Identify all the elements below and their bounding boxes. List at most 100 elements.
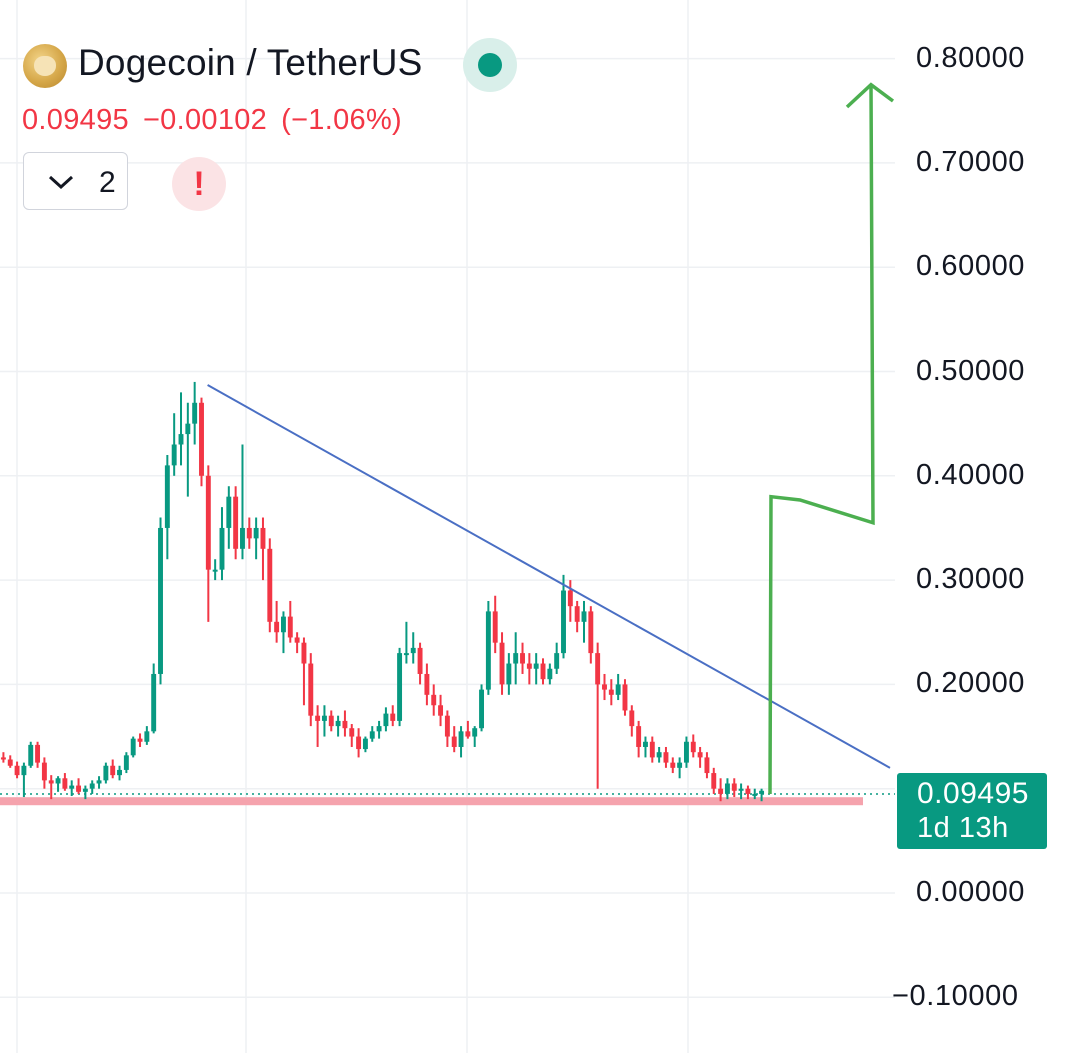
candle bbox=[465, 720, 471, 739]
candle-body bbox=[554, 653, 560, 669]
candle-body bbox=[390, 713, 396, 721]
candle-body bbox=[663, 752, 669, 763]
candle bbox=[212, 559, 218, 581]
candle bbox=[588, 606, 594, 664]
market-open-dot-icon[interactable] bbox=[478, 53, 502, 77]
candle-body bbox=[649, 741, 655, 758]
candle-body bbox=[567, 590, 573, 607]
candle-body bbox=[82, 788, 88, 792]
support-line[interactable] bbox=[0, 793, 895, 806]
candle bbox=[731, 778, 737, 798]
candle bbox=[260, 517, 266, 581]
candle bbox=[417, 642, 423, 685]
candle-body bbox=[622, 684, 628, 711]
candle-body bbox=[123, 755, 129, 770]
dogecoin-logo-icon bbox=[23, 44, 67, 88]
candle-body bbox=[14, 765, 20, 776]
candle bbox=[103, 762, 109, 784]
candle-body bbox=[711, 773, 717, 789]
projection-arrow[interactable] bbox=[768, 82, 895, 794]
candle-body bbox=[683, 741, 689, 763]
candle bbox=[711, 767, 717, 794]
candle-body bbox=[0, 757, 6, 760]
support-band bbox=[0, 797, 863, 806]
candle-body bbox=[362, 738, 368, 750]
exclamation-icon[interactable]: ! bbox=[172, 157, 226, 211]
candle-body bbox=[615, 684, 621, 695]
candle-body bbox=[438, 705, 444, 716]
candle bbox=[649, 736, 655, 763]
candle bbox=[82, 785, 88, 800]
candle bbox=[540, 658, 546, 685]
candle bbox=[151, 663, 157, 734]
candles bbox=[0, 381, 765, 802]
candle bbox=[7, 755, 13, 768]
candle-body bbox=[281, 616, 286, 633]
candle-body bbox=[629, 710, 635, 727]
candle bbox=[294, 632, 300, 654]
candle-body bbox=[342, 720, 348, 729]
badge-price: 0.09495 bbox=[917, 777, 1029, 810]
candle bbox=[663, 746, 669, 768]
candle-body bbox=[328, 715, 334, 727]
candle bbox=[164, 454, 170, 560]
candle bbox=[233, 486, 239, 560]
candle-body bbox=[89, 783, 95, 789]
candle bbox=[485, 600, 491, 695]
candle bbox=[513, 632, 519, 685]
candle bbox=[581, 600, 587, 643]
candle-body bbox=[369, 731, 375, 739]
candle-body bbox=[506, 663, 512, 685]
candle-body bbox=[260, 527, 266, 549]
indicator-count: 2 bbox=[99, 166, 116, 199]
candle-body bbox=[451, 736, 457, 747]
y-tick-label: 0.00000 bbox=[916, 876, 1026, 908]
candle-body bbox=[212, 569, 218, 572]
descending-trendline[interactable] bbox=[207, 384, 891, 769]
candle bbox=[745, 785, 751, 800]
candle-body bbox=[240, 527, 245, 549]
candle-body bbox=[458, 731, 464, 747]
candle-body bbox=[21, 765, 27, 776]
candle bbox=[602, 673, 607, 701]
y-tick-label: 0.50000 bbox=[916, 354, 1026, 387]
candle bbox=[636, 720, 642, 758]
candle-body bbox=[267, 548, 273, 622]
candle bbox=[451, 726, 457, 753]
candle bbox=[130, 736, 136, 758]
price-change-line: 0.09495 −0.00102 (−1.06%) bbox=[22, 104, 416, 137]
candle bbox=[390, 705, 396, 727]
candle bbox=[267, 538, 273, 633]
candle-body bbox=[294, 637, 300, 643]
candle-body bbox=[588, 611, 594, 654]
candle-body bbox=[171, 444, 177, 466]
candle bbox=[96, 776, 102, 789]
candle bbox=[629, 705, 635, 737]
candle-body bbox=[35, 744, 41, 763]
candle bbox=[356, 728, 362, 758]
candle-body bbox=[321, 715, 327, 721]
candle bbox=[240, 444, 245, 560]
candle-body bbox=[704, 757, 710, 774]
candle bbox=[656, 746, 662, 763]
candle-body bbox=[656, 752, 662, 758]
candle-body bbox=[144, 731, 150, 742]
candle-body bbox=[137, 738, 143, 742]
indicators-toggle-button[interactable]: 2 bbox=[23, 152, 128, 210]
candle bbox=[62, 773, 68, 791]
chart-grid bbox=[0, 0, 895, 1053]
candle-body bbox=[62, 778, 68, 789]
candle bbox=[383, 707, 389, 732]
candle bbox=[199, 397, 204, 487]
candle bbox=[362, 736, 368, 753]
candle bbox=[697, 746, 703, 768]
candle bbox=[205, 465, 211, 622]
candle-body bbox=[397, 653, 403, 721]
candle-body bbox=[677, 762, 683, 768]
candle-body bbox=[117, 769, 122, 776]
candle bbox=[670, 757, 676, 774]
symbol-title[interactable]: Dogecoin / TetherUS bbox=[78, 42, 423, 83]
candle-body bbox=[745, 788, 751, 794]
candle-body bbox=[192, 402, 198, 424]
